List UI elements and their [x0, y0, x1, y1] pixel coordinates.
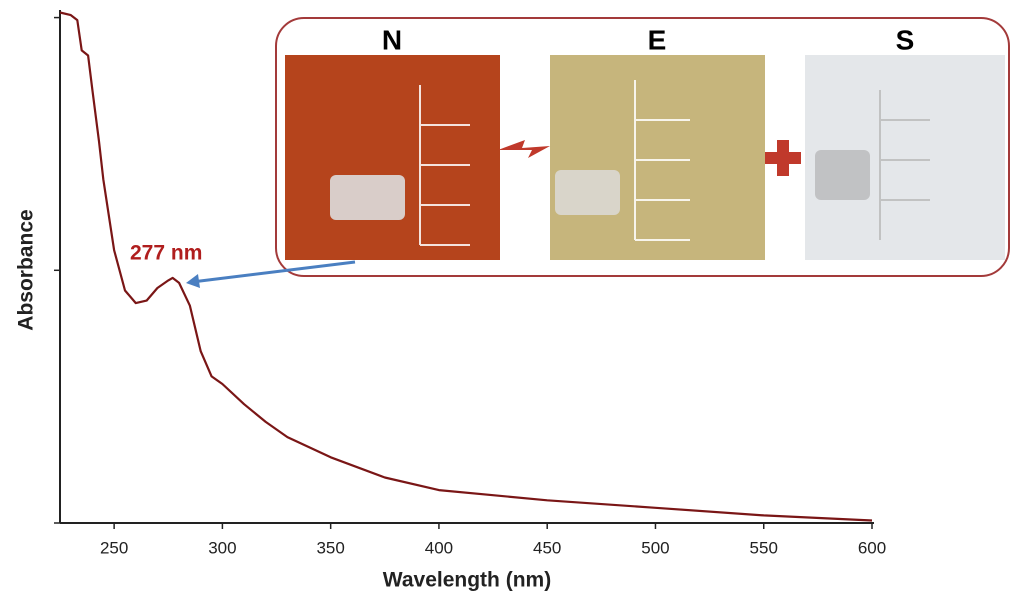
x-tick-label: 400 [425, 538, 453, 557]
x-tick-label: 300 [208, 538, 236, 557]
label-patch [815, 150, 870, 200]
label-patch [330, 175, 405, 220]
inset-label: N [382, 24, 402, 55]
page: {"chart_data": {"type": "line", "x": [22… [0, 0, 1019, 601]
x-tick-label: 600 [858, 538, 886, 557]
x-tick-label: 500 [641, 538, 669, 557]
label-patch [555, 170, 620, 215]
bolt-icon [498, 140, 550, 158]
x-tick-label: 450 [533, 538, 561, 557]
arrow-head [186, 274, 200, 288]
annotation: 277 nm [130, 242, 202, 265]
inset-label: S [896, 24, 915, 55]
x-tick-label: 250 [100, 538, 128, 557]
inset-label: E [648, 24, 667, 55]
inset: N E S [276, 18, 1009, 276]
photo-e [550, 55, 765, 260]
x-axis-title: Wavelength (nm) [383, 569, 551, 592]
photo-n [285, 55, 500, 260]
x-tick-label: 550 [750, 538, 778, 557]
annotation-arrow [192, 262, 355, 282]
x-tick-label: 350 [316, 538, 344, 557]
plus-icon [765, 140, 801, 176]
chart: N E S 277 nm Wavelength (nm) Absorbance … [0, 0, 1019, 601]
y-axis-title: Absorbance [15, 209, 38, 330]
